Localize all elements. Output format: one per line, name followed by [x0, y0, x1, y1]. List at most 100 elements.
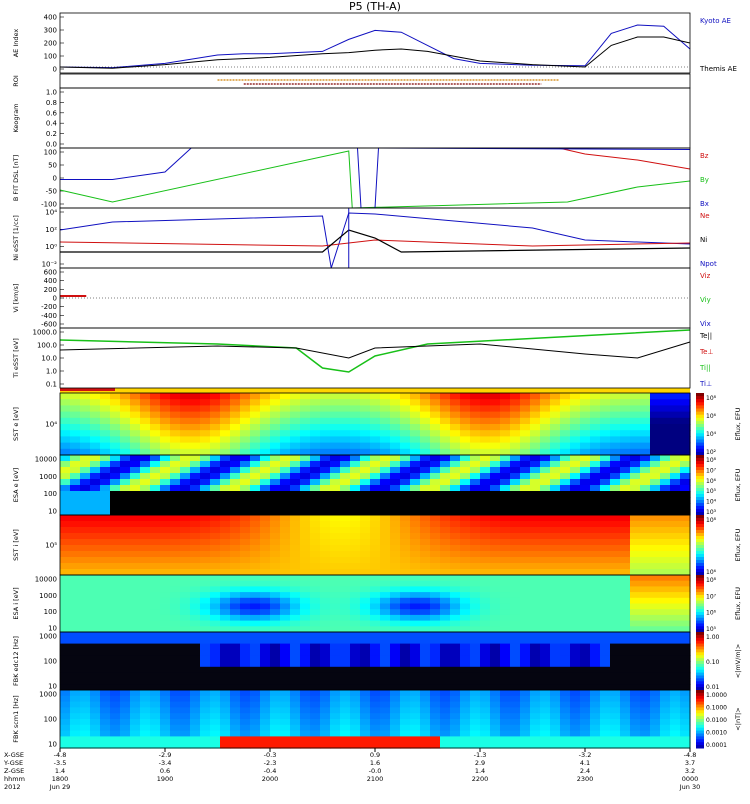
heatmap-cell [460, 405, 471, 413]
heatmap-cell [60, 730, 71, 737]
colorbar-cell [696, 701, 704, 705]
heatmap-cell [640, 719, 651, 726]
heatmap-cell [190, 509, 201, 516]
heatmap-cell [220, 620, 231, 627]
heatmap-cell [410, 701, 421, 708]
heatmap-cell [450, 491, 461, 498]
heatmap-cell [600, 527, 611, 534]
heatmap-cell [370, 736, 381, 743]
heatmap-cell [270, 632, 281, 639]
heatmap-cell [90, 690, 101, 697]
heatmap-cell [280, 485, 291, 492]
heatmap-cell [300, 467, 311, 474]
heatmap-cell [100, 655, 111, 662]
sst2-colorbar [696, 515, 704, 576]
heatmap-cell [540, 609, 551, 616]
heatmap-cell [290, 661, 301, 668]
heatmap-cell [660, 597, 671, 605]
heatmap-cell [610, 614, 621, 622]
heatmap-cell [440, 614, 451, 622]
heatmap-cell [290, 436, 301, 444]
heatmap-cell [550, 424, 561, 431]
heatmap-cell [370, 632, 381, 639]
heatmap-cell [110, 551, 121, 558]
heatmap-cell [390, 730, 401, 737]
heatmap-cell [60, 491, 71, 498]
heatmap-cell [230, 597, 241, 605]
heatmap-cell [110, 473, 121, 480]
heatmap-cell [100, 399, 111, 406]
heatmap-cell [670, 533, 681, 540]
colorbar-cell [696, 458, 704, 462]
heatmap-cell [360, 569, 371, 576]
heatmap-cell [450, 424, 461, 431]
heatmap-cell [60, 736, 71, 743]
heatmap-cell [150, 479, 161, 486]
heatmap-cell [370, 479, 381, 486]
heatmap-cell [450, 632, 461, 639]
heatmap-cell [160, 515, 171, 522]
heatmap-cell [530, 614, 541, 622]
heatmap-cell [270, 643, 281, 650]
heatmap-cell [320, 626, 331, 633]
heatmap-cell [320, 719, 331, 726]
heatmap-cell [230, 527, 241, 534]
heatmap-cell [490, 736, 501, 743]
heatmap-cell [80, 580, 91, 587]
heatmap-cell [190, 614, 201, 622]
heatmap-cell [80, 485, 91, 492]
heatmap-cell [670, 521, 681, 528]
heatmap-cell [620, 399, 631, 406]
heatmap-cell [620, 497, 631, 504]
heatmap-cell [120, 690, 131, 697]
heatmap-cell [550, 637, 561, 645]
heatmap-cell [650, 563, 661, 570]
heatmap-cell [500, 448, 511, 456]
heatmap-cell [460, 491, 471, 498]
heatmap-cell [440, 730, 451, 737]
heatmap-cell [540, 417, 551, 425]
heatmap-cell [610, 724, 621, 732]
heatmap-cell [140, 521, 151, 528]
heatmap-cell [630, 632, 641, 639]
heatmap-cell [130, 592, 141, 599]
heatmap-cell [130, 455, 141, 462]
heatmap-cell [630, 614, 641, 622]
heatmap-cell [300, 545, 311, 552]
heatmap-cell [180, 442, 191, 450]
heatmap-cell [180, 695, 191, 703]
heatmap-cell [620, 719, 631, 726]
heatmap-cell [320, 655, 331, 662]
heatmap-cell [560, 424, 571, 431]
y-tick-label: 100 [44, 658, 57, 666]
heatmap-cell [420, 724, 431, 732]
heatmap-cell [130, 539, 141, 546]
heatmap-cell [210, 545, 221, 552]
heatmap-cell [650, 742, 661, 749]
heatmap-cell [480, 678, 491, 685]
heatmap-cell [470, 551, 481, 558]
heatmap-cell [260, 661, 271, 668]
heatmap-cell [80, 539, 91, 546]
heatmap-cell [420, 485, 431, 492]
heatmap-cell [150, 485, 161, 492]
heatmap-cell [200, 684, 211, 691]
heatmap-cell [120, 442, 131, 450]
heatmap-cell [430, 655, 441, 662]
heatmap-cell [390, 603, 401, 610]
heatmap-cell [440, 603, 451, 610]
heatmap-cell [540, 448, 551, 456]
heatmap-cell [260, 655, 271, 662]
heatmap-cell [240, 569, 251, 576]
heatmap-cell [300, 655, 311, 662]
heatmap-cell [390, 655, 401, 662]
heatmap-cell [180, 603, 191, 610]
heatmap-cell [340, 742, 351, 749]
heatmap-cell [470, 713, 481, 720]
heatmap-cell [610, 690, 621, 697]
heatmap-cell [100, 649, 111, 656]
heatmap-cell [600, 736, 611, 743]
heatmap-cell [70, 399, 81, 406]
heatmap-cell [530, 655, 541, 662]
heatmap-cell [80, 467, 91, 474]
